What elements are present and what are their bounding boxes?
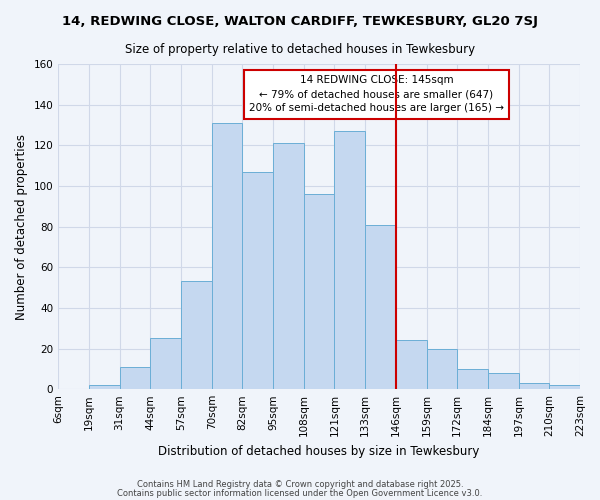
Bar [396,340,427,389]
Bar [518,383,550,389]
Text: Size of property relative to detached houses in Tewkesbury: Size of property relative to detached ho… [125,42,475,56]
X-axis label: Distribution of detached houses by size in Tewkesbury: Distribution of detached houses by size … [158,444,480,458]
Bar [181,282,212,389]
Bar [119,367,150,389]
Bar [550,385,580,389]
Bar [212,123,242,389]
Bar [273,144,304,389]
Bar [488,373,518,389]
Bar [334,131,365,389]
Bar [304,194,334,389]
Text: Contains public sector information licensed under the Open Government Licence v3: Contains public sector information licen… [118,489,482,498]
Bar [150,338,181,389]
Text: 14 REDWING CLOSE: 145sqm
← 79% of detached houses are smaller (647)
20% of semi-: 14 REDWING CLOSE: 145sqm ← 79% of detach… [249,76,504,114]
Y-axis label: Number of detached properties: Number of detached properties [15,134,28,320]
Bar [89,385,119,389]
Bar [457,369,488,389]
Text: Contains HM Land Registry data © Crown copyright and database right 2025.: Contains HM Land Registry data © Crown c… [137,480,463,489]
Bar [242,172,273,389]
Text: 14, REDWING CLOSE, WALTON CARDIFF, TEWKESBURY, GL20 7SJ: 14, REDWING CLOSE, WALTON CARDIFF, TEWKE… [62,15,538,28]
Bar [365,224,396,389]
Bar [427,348,457,389]
